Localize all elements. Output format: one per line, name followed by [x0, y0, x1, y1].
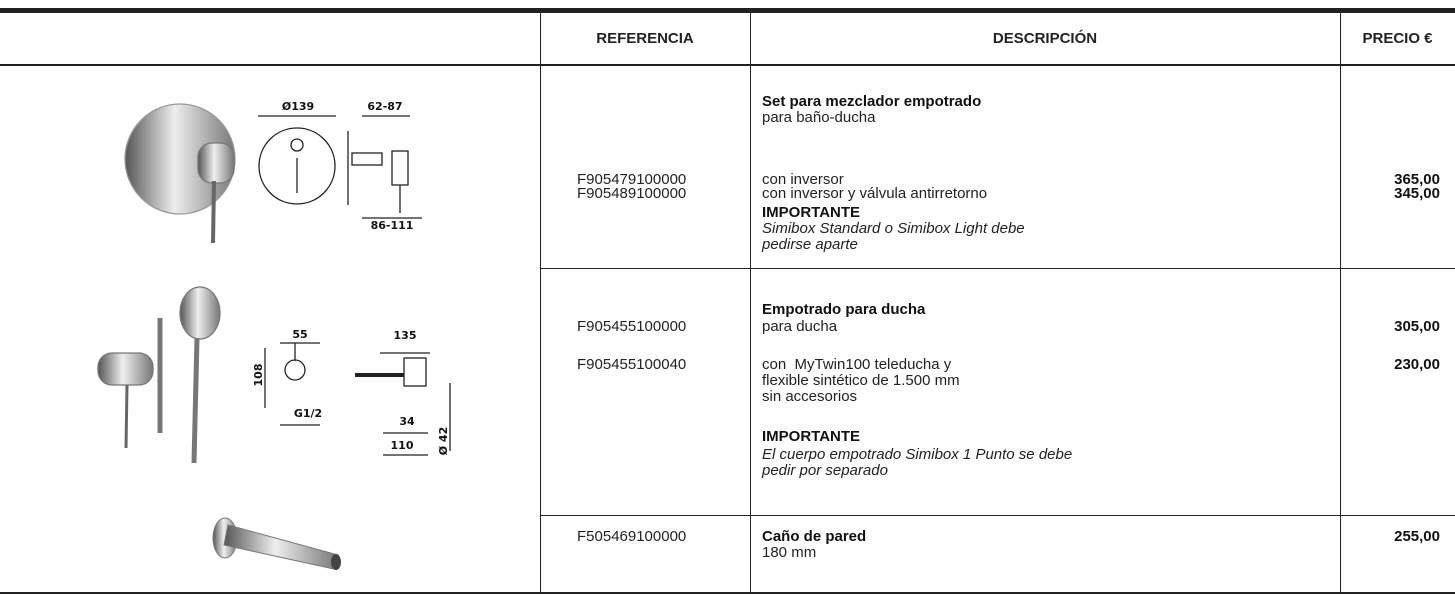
dimension-label: 55 — [292, 328, 307, 341]
dimension-label: 110 — [391, 439, 414, 452]
product-subtitle: para baño-ducha — [762, 109, 876, 126]
dimension-label: 86-111 — [371, 219, 414, 232]
spout-figure — [212, 517, 341, 570]
dimension-label: Ø 42 — [437, 427, 450, 456]
bottom-rule — [0, 592, 1455, 594]
price: 365,00 — [1394, 171, 1440, 188]
top-rule — [0, 8, 1455, 13]
header-rule — [0, 64, 1455, 66]
product-subtitle: 180 mm — [762, 544, 817, 561]
price: 230,00 — [1394, 356, 1440, 373]
product-figures: Ø139 62-87 86-111 55 108 G1/2 135 34 110… — [97, 100, 451, 570]
dimension-label: 108 — [252, 364, 265, 387]
important-note: pedir por separado — [762, 462, 888, 479]
reference-code: F905489100000 — [577, 185, 687, 202]
dimension-label: G1/2 — [294, 407, 322, 420]
reference-code: F905479100000 — [577, 171, 687, 188]
column-rule — [750, 13, 751, 593]
important-note: El cuerpo empotrado Simibox 1 Punto se d… — [762, 446, 1073, 463]
price: 305,00 — [1394, 318, 1440, 335]
option-text: flexible sintético de 1.500 mm — [762, 372, 960, 389]
product-title: Set para mezclador empotrado — [762, 93, 982, 110]
header-cell: DESCRIPCIÓN — [992, 30, 1098, 47]
reference-code: F505469100000 — [577, 528, 687, 545]
reference-code: F905455100040 — [577, 356, 687, 373]
mixer-figure: Ø139 62-87 86-111 — [124, 100, 422, 244]
header-cell: PRECIO € — [1362, 30, 1433, 47]
option-text: con MyTwin100 teleducha y — [762, 356, 952, 373]
dimension-label: 135 — [394, 329, 417, 342]
important-label: IMPORTANTE — [762, 204, 861, 221]
product-subtitle: para ducha — [762, 318, 838, 335]
column-rule — [540, 13, 541, 593]
important-note: pedirse aparte — [762, 236, 858, 253]
important-label: IMPORTANTE — [762, 428, 861, 445]
price: 345,00 — [1394, 185, 1440, 202]
product-title: Empotrado para ducha — [762, 301, 926, 318]
dimension-label: 62-87 — [367, 100, 402, 113]
dimension-label: Ø139 — [282, 100, 314, 113]
option-text: con inversor y válvula antirretorno — [762, 185, 988, 202]
header-cell: REFERENCIA — [596, 30, 694, 47]
row-rule — [540, 268, 1455, 269]
option-text: con inversor — [762, 171, 844, 188]
row-rule — [540, 515, 1455, 516]
shower-figure: 55 108 G1/2 135 34 110 Ø 42 — [97, 286, 451, 464]
product-title: Caño de pared — [762, 528, 867, 545]
dimension-label: 34 — [399, 415, 415, 428]
price: 255,00 — [1394, 528, 1440, 545]
option-text: sin accesorios — [762, 388, 858, 405]
column-rule — [1340, 13, 1341, 593]
important-note: Simibox Standard o Simibox Light debe — [762, 220, 1025, 237]
reference-code: F905455100000 — [577, 318, 687, 335]
